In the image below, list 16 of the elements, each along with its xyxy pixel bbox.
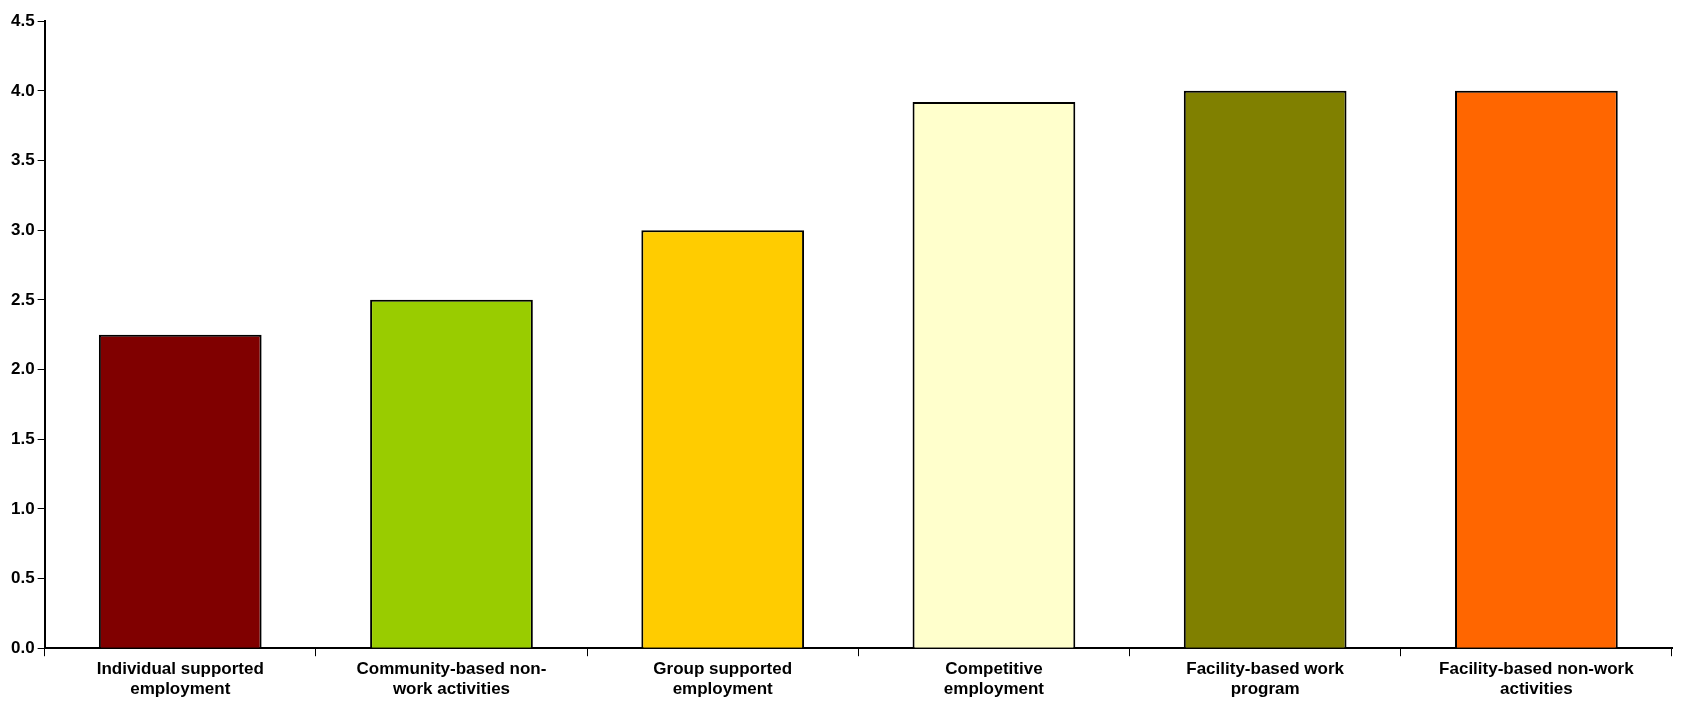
y-tick-label: 0.0 [10, 637, 35, 657]
y-tick-label: 2.5 [10, 289, 35, 309]
y-tick-label: 4.0 [10, 80, 35, 100]
y-tick-label: 3.5 [10, 150, 35, 170]
y-tick-label: 4.5 [10, 10, 35, 30]
x-tick-label: Community-based non-work activities [356, 659, 547, 699]
y-tick-label: 3.0 [10, 219, 35, 239]
x-tick-label: Competitive employment [943, 659, 1045, 699]
y-tick-label: 1.0 [10, 498, 35, 518]
y-tick-label: 1.5 [10, 428, 35, 448]
y-tick-label: 2.0 [10, 359, 35, 379]
x-tick-label: Facility-based non-work activities [1439, 659, 1635, 699]
y-tick-label: 0.5 [10, 568, 35, 588]
x-tick-label: Individual supported employment [96, 659, 264, 699]
x-tick-label: Facility-based work program [1186, 659, 1345, 699]
x-tick-label: Group supported employment [653, 659, 793, 699]
